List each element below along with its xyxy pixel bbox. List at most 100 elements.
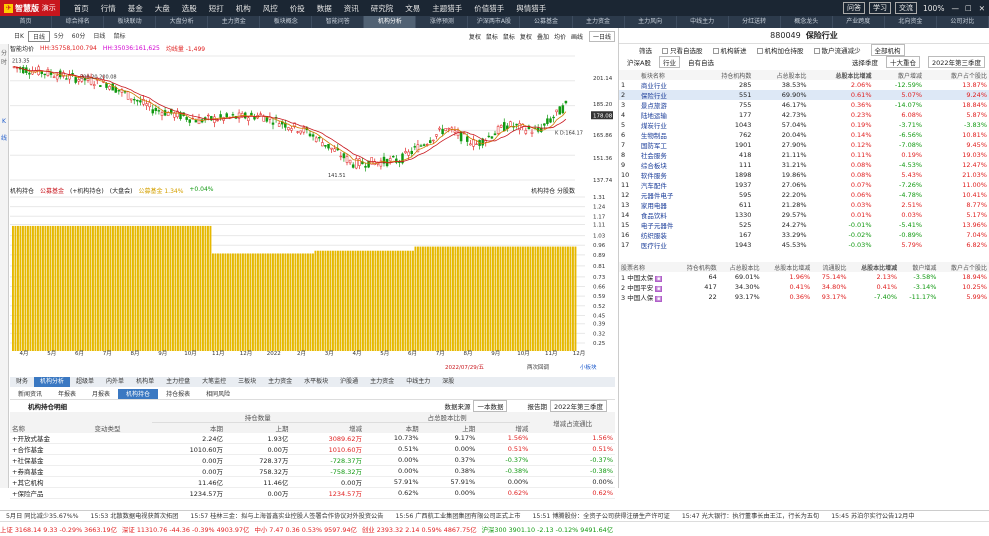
ticker-item[interactable]: 15:45 苏泊尔实行公告12月中 [831, 513, 915, 520]
chart-opt-6[interactable]: 画线 [570, 33, 583, 41]
sector-row[interactable]: 16 纺织服装 167 33.29% -0.02% -0.89% 7.04% [619, 230, 989, 240]
sub-tab-4[interactable]: 持仓报表 [166, 391, 191, 398]
filter-5[interactable]: 全部机构 [870, 44, 905, 56]
holding-row[interactable]: +券商基金 0.00万 758.32万 -758.32万 0.00% 0.38% -0.38… [10, 466, 615, 477]
checkbox-icon[interactable] [712, 48, 719, 54]
season-select[interactable]: 十大重仓 [885, 56, 920, 68]
index-sz[interactable]: 深证 11310.76 -44.36 -0.39% 4903.97亿 [122, 525, 250, 534]
feature-btn-5[interactable]: 主力控盘 [166, 378, 191, 385]
sector-row[interactable]: 2 保险行业 551 69.90% 0.61% 5.07% 9.24% [619, 90, 989, 100]
app-logo[interactable]: ✈ 智慧版 演示 [0, 0, 60, 16]
chart-opt-2[interactable]: 鼠标 [502, 33, 515, 41]
index-zx[interactable]: 中小 7.47 0.36 0.53% 9597.94亿 [254, 525, 357, 534]
sector-row[interactable]: 15 电子元器件 525 24.27% -0.01% -5.41% 13.96% [619, 220, 989, 230]
sector-row[interactable]: 12 元器件电子 595 22.20% 0.06% -4.78% 10.41% [619, 190, 989, 200]
tab-13[interactable]: 中线主力 [677, 16, 729, 28]
filter-0[interactable]: 筛选 [639, 45, 652, 55]
rth-1[interactable]: 持仓机构数 [721, 72, 752, 80]
sector-row[interactable]: 8 社会服务 418 21.11% 0.11% 0.19% 19.03% [619, 150, 989, 160]
menu-item-7[interactable]: 风控 [262, 3, 278, 13]
sub-tab-3[interactable]: 机构持仓 [118, 389, 159, 399]
institution-holding-bar-chart[interactable]: 1.31 1.24 1.17 1.11 1.03 0.96 0.89 0.81 0.73 0.66… [10, 195, 615, 365]
sector-row[interactable]: 10 软件服务 1898 19.86% 0.08% 5.43% 21.03% [619, 170, 989, 180]
tab-15[interactable]: 概念龙头 [781, 16, 833, 28]
tab-14[interactable]: 分红送转 [729, 16, 781, 28]
menu-item-5[interactable]: 短打 [208, 3, 224, 13]
sth-5[interactable]: 总股本比增减 [861, 264, 898, 272]
period-select[interactable]: 一本数据 [473, 400, 508, 412]
ticker-item[interactable]: 15:56 广西航工业集团集团有限公司正式上市 [395, 513, 521, 520]
feature-btn-13[interactable]: 深股 [442, 378, 455, 385]
th-col-1[interactable]: 变动类型 [94, 424, 121, 433]
stock-badge-icon[interactable]: ▣ [655, 286, 662, 292]
stock-row[interactable]: 1 中国太保 ▣ 64 69.01% 1.96% 75.14% 2.13% -3.58% 18.… [619, 272, 989, 282]
report-select[interactable]: 2022年第三季度 [549, 400, 607, 412]
sub-tab-1[interactable]: 年报表 [58, 391, 77, 398]
sector-row[interactable]: 3 景点旅游 755 46.17% 0.36% -14.07% 18.84% [619, 100, 989, 110]
feature-btn-2[interactable]: 超级单 [76, 378, 95, 385]
range-button[interactable]: 一日线 [588, 30, 615, 42]
sidebar-line-icon[interactable]: 线 [0, 135, 7, 142]
sidebar-icon-2[interactable]: 时 [0, 59, 7, 66]
two-callback[interactable]: 两次回调 [527, 365, 550, 371]
tab-11[interactable]: 主力资金 [573, 16, 625, 28]
menu-item-11[interactable]: 研究院 [370, 3, 394, 13]
filter-1[interactable]: 只看自选股 [662, 45, 703, 55]
sector-row[interactable]: 11 汽车配件 1937 27.06% 0.07% -7.26% 11.00% [619, 180, 989, 190]
menu-item-1[interactable]: 行情 [100, 3, 116, 13]
sub-tab-2[interactable]: 月报表 [92, 391, 111, 398]
maximize-icon[interactable]: ☐ [964, 3, 972, 13]
chart-opt-3[interactable]: 复权 [519, 33, 532, 41]
tab-2[interactable]: 板块联动 [104, 16, 157, 28]
menu-item-6[interactable]: 机构 [235, 3, 251, 13]
tab-7[interactable]: 机构分析 [364, 16, 417, 28]
th-col-8[interactable]: 增减占流通比 [553, 419, 593, 428]
th-col-0[interactable]: 名称 [12, 424, 25, 433]
menu-item-4[interactable]: 选股 [181, 3, 197, 13]
th-col-5[interactable]: 本期 [405, 425, 419, 433]
tab-5[interactable]: 板块概念 [260, 16, 313, 28]
menu-item-0[interactable]: 首页 [73, 3, 89, 13]
chart-opt-4[interactable]: 叠加 [536, 33, 549, 41]
holding-row[interactable]: +社保基金 0.00万 728.37万 -728.37万 0.00% 0.37% -0.37… [10, 455, 615, 466]
feature-btn-10[interactable]: 沪股通 [340, 378, 359, 385]
sector-row[interactable]: 4 陆地运输 177 42.73% 0.23% 6.08% 5.87% [619, 110, 989, 120]
feature-btn-7[interactable]: 三板块 [238, 378, 257, 385]
rth-4[interactable]: 散户增减 [898, 72, 923, 80]
sth-6[interactable]: 散户增减 [912, 264, 937, 272]
tab-18[interactable]: 公司对比 [937, 16, 989, 28]
stock-row[interactable]: 3 中国人保 ▣ 22 93.17% 0.36% 93.17% -7.40% -11.17% 5… [619, 292, 989, 302]
tab-9[interactable]: 沪深两市A股 [468, 16, 521, 28]
chart-opt-1[interactable]: 鼠标 [485, 33, 498, 41]
period-btn-5[interactable]: 鼠标 [113, 32, 126, 40]
stock-row[interactable]: 2 中国平安 ▣ 417 34.30% 0.41% 34.80% 0.41% -3.14% 10… [619, 282, 989, 292]
checkbox-icon[interactable] [756, 48, 763, 54]
index-cy[interactable]: 创业 2393.32 2.14 0.59% 4867.75亿 [361, 525, 477, 534]
holding-row[interactable]: +开放式基金 2.24亿 1.93亿 3089.62万 10.73% 9.17% 1.56%… [10, 433, 615, 444]
feature-btn-8[interactable]: 主力资金 [268, 378, 293, 385]
menu-item-15[interactable]: 舆情猎手 [516, 3, 547, 13]
sub-tab-5[interactable]: 相同风险 [206, 391, 231, 398]
tab-17[interactable]: 北向资金 [885, 16, 937, 28]
holding-row[interactable]: +合作基金 1010.60万 0.00万 1010.60万 0.51% 0.00% 0.51… [10, 444, 615, 455]
sector-row[interactable]: 7 国防军工 1901 27.90% 0.12% -7.08% 9.45% [619, 140, 989, 150]
tab-4[interactable]: 主力资金 [208, 16, 261, 28]
close-icon[interactable]: ✕ [978, 3, 985, 13]
sidebar-k-icon[interactable]: K [2, 118, 6, 125]
exchange-button[interactable]: 交流 [895, 2, 918, 14]
period-btn-2[interactable]: 5分 [53, 32, 64, 40]
ticker-item[interactable]: 5月日 同比减少35.67%% [6, 513, 79, 520]
feature-btn-0[interactable]: 财务 [16, 378, 29, 385]
th-col-6[interactable]: 上期 [462, 425, 476, 433]
menu-item-12[interactable]: 文易 [405, 3, 421, 13]
chart-opt-0[interactable]: 复权 [468, 33, 481, 41]
index-sh[interactable]: 上证 3168.14 9.33 -0.29% 3663.19亿 [0, 525, 117, 534]
sector-row[interactable]: 14 食品饮料 1330 29.57% 0.01% 0.03% 5.17% [619, 210, 989, 220]
sth-1[interactable]: 持仓机构数 [686, 264, 717, 272]
sth-2[interactable]: 占总股本比 [729, 264, 760, 272]
menu-item-13[interactable]: 主题猎手 [432, 3, 463, 13]
sector-row[interactable]: 1 商业行业 285 38.53% 2.06% -12.59% 13.87% [619, 80, 989, 90]
filter-ashare[interactable]: 沪深A股 [627, 59, 651, 67]
feature-btn-3[interactable]: 内外单 [106, 378, 125, 385]
sub-tab-0[interactable]: 新闻资讯 [18, 391, 43, 398]
